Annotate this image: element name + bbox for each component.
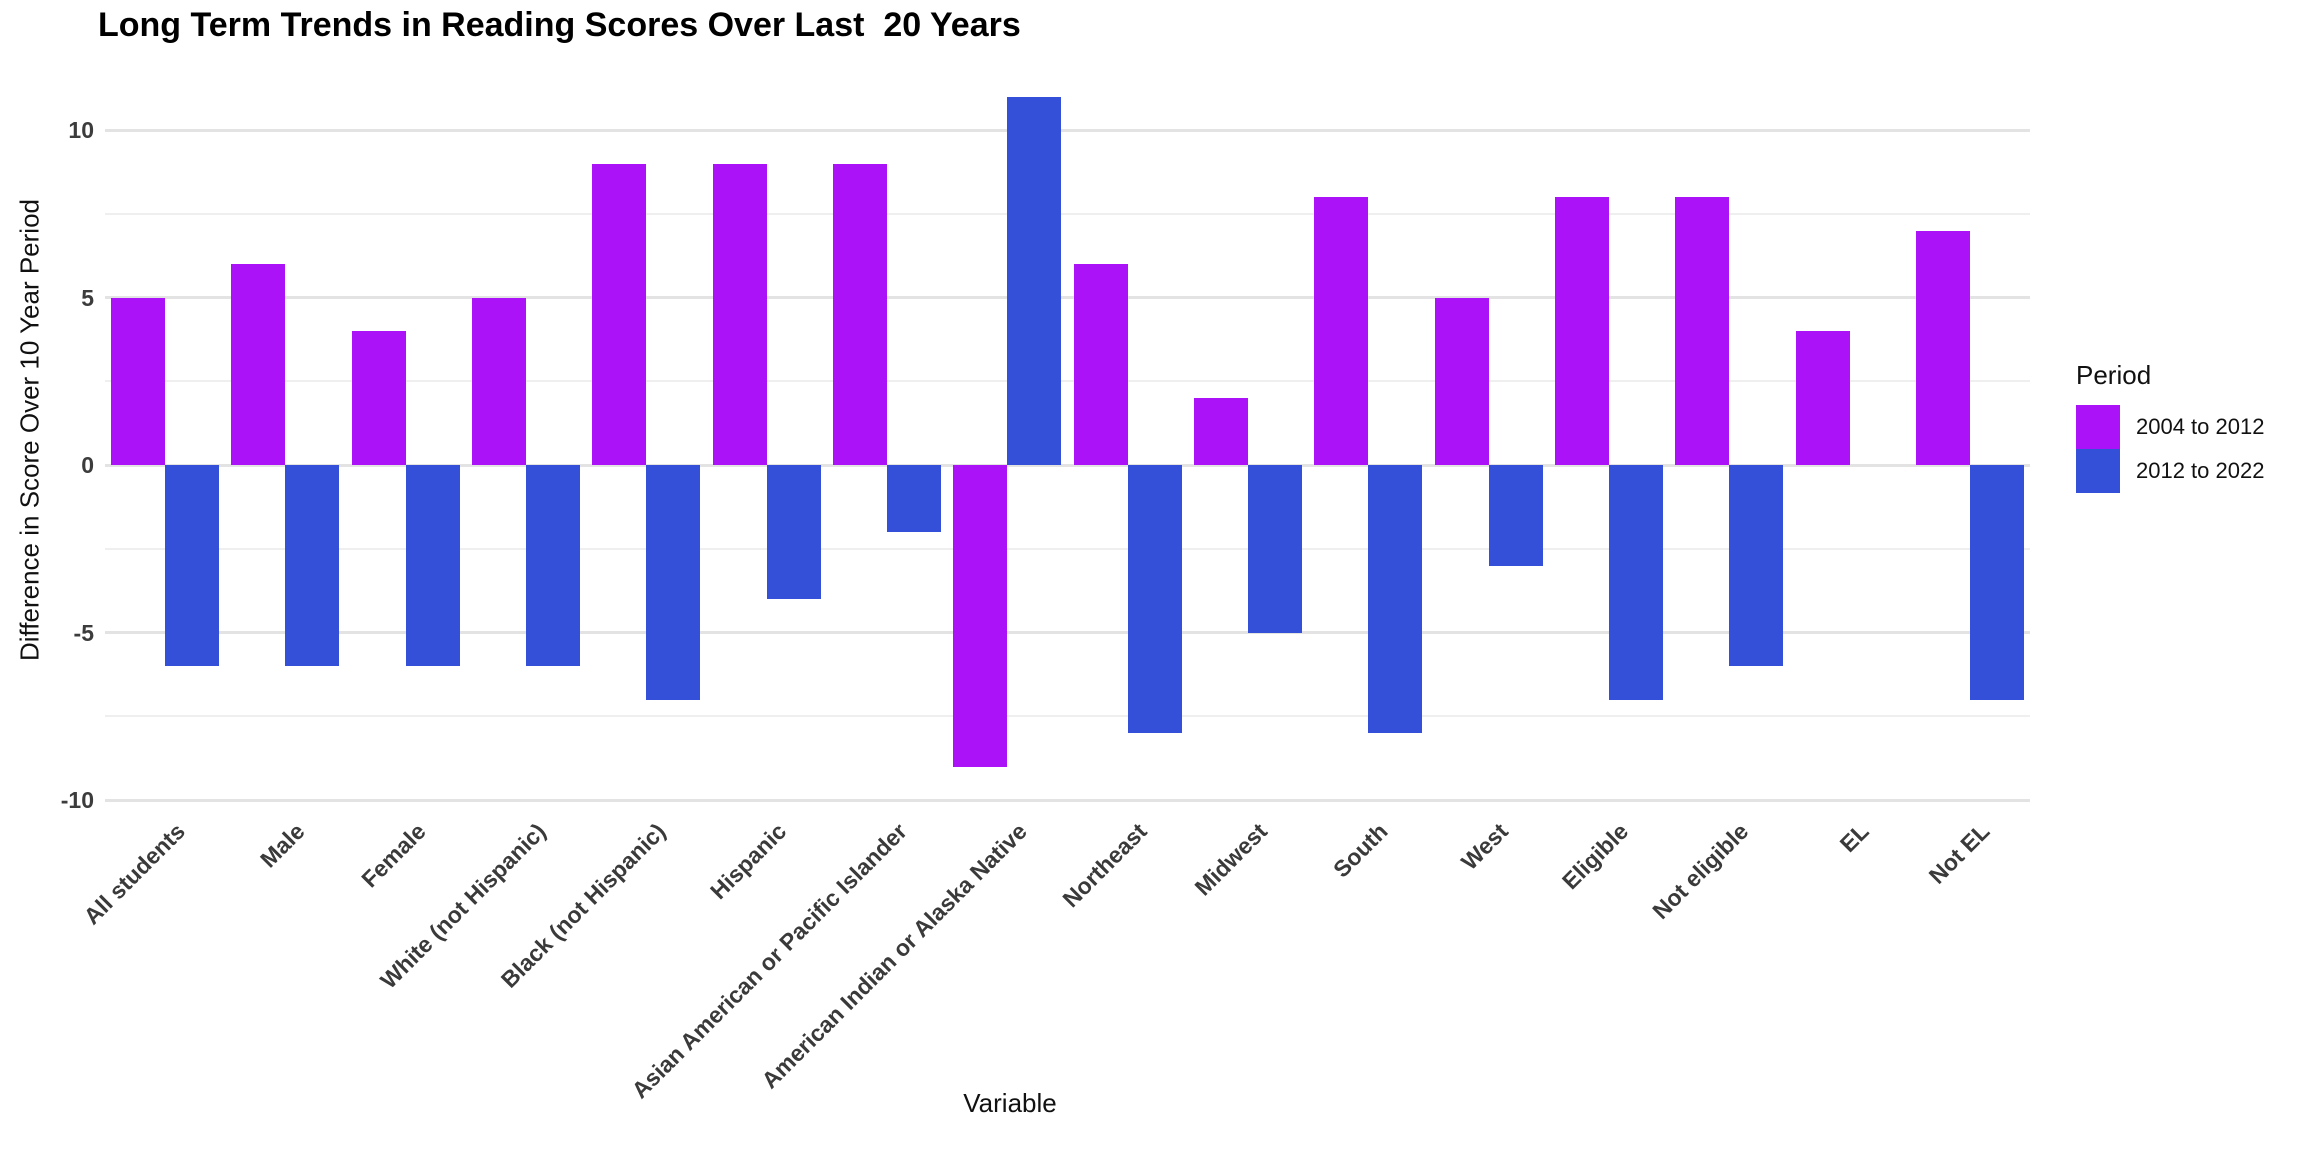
bar-2012-2022 xyxy=(1969,465,2024,700)
bar-2012-2022 xyxy=(405,465,460,666)
bar-2004-2012 xyxy=(592,163,647,465)
legend: Period 2004 to 2012 2012 to 2022 xyxy=(2076,360,2264,493)
legend-swatch-2004-2012 xyxy=(2076,405,2120,449)
gridline-minor xyxy=(105,380,2030,383)
chart-title: Long Term Trends in Reading Scores Over … xyxy=(98,6,1021,44)
x-axis-title: Variable xyxy=(963,1088,1057,1118)
bar-2004-2012 xyxy=(1314,197,1369,465)
plot-area xyxy=(105,96,2030,802)
bar-2012-2022 xyxy=(285,465,340,666)
gridline-minor xyxy=(105,547,2030,550)
bar-2012-2022 xyxy=(165,465,220,666)
bar-2004-2012 xyxy=(1434,297,1489,465)
bar-2012-2022 xyxy=(1488,465,1543,566)
x-tick-label: Not eligible xyxy=(1647,818,1754,925)
legend-label: 2004 to 2012 xyxy=(2136,414,2265,439)
bar-2004-2012 xyxy=(1193,398,1248,465)
bar-2004-2012 xyxy=(231,264,286,465)
x-tick-label: EL xyxy=(1834,818,1874,858)
bar-2004-2012 xyxy=(1795,331,1850,465)
y-tick-label: -10 xyxy=(60,787,94,813)
legend-item: 2004 to 2012 xyxy=(2076,405,2264,449)
gridline-minor xyxy=(105,715,2030,718)
bar-2004-2012 xyxy=(351,331,406,465)
bar-2004-2012 xyxy=(953,465,1008,767)
y-tick-label: 10 xyxy=(68,117,94,143)
legend-swatch-2012-2022 xyxy=(2076,449,2120,493)
x-tick-label: Not EL xyxy=(1923,818,1995,889)
gridline-major xyxy=(105,463,2030,467)
bar-2012-2022 xyxy=(766,465,821,599)
gridline-major xyxy=(105,798,2030,802)
legend-title: Period xyxy=(2076,360,2152,390)
y-axis-title: Difference in Score Over 10 Year Period xyxy=(14,198,45,662)
y-tick-label: -5 xyxy=(73,619,94,646)
x-tick-label: Male xyxy=(255,818,310,873)
bar-2004-2012 xyxy=(833,163,888,465)
bar-2012-2022 xyxy=(1007,96,1062,465)
y-tick-label: 0 xyxy=(81,452,94,478)
bar-2004-2012 xyxy=(712,163,767,465)
x-tick-label: West xyxy=(1456,818,1513,875)
gridline-major xyxy=(105,296,2030,299)
bar-2012-2022 xyxy=(1368,465,1423,733)
y-tick-label: 5 xyxy=(81,284,94,311)
x-tick-label: All students xyxy=(78,818,190,930)
bar-2012-2022 xyxy=(646,465,701,700)
x-tick-label: Hispanic xyxy=(704,818,792,905)
gridline-minor xyxy=(105,212,2030,215)
bar-2012-2022 xyxy=(1729,465,1784,666)
x-tick-label: South xyxy=(1328,818,1393,883)
gridline-major xyxy=(105,128,2030,132)
bar-2004-2012 xyxy=(472,297,527,465)
x-tick-label: Female xyxy=(355,818,431,893)
bar-2004-2012 xyxy=(1073,264,1128,465)
x-tick-label: American Indian or Alaska Native xyxy=(756,818,1032,1094)
bar-2012-2022 xyxy=(1608,465,1663,700)
x-tick-label: Northeast xyxy=(1057,818,1153,913)
bar-2004-2012 xyxy=(1554,197,1609,465)
bar-2012-2022 xyxy=(1127,465,1182,733)
bar-2004-2012 xyxy=(1915,230,1970,465)
x-tick-label: Eligible xyxy=(1557,818,1634,895)
bar-2012-2022 xyxy=(887,465,942,532)
bar-2012-2022 xyxy=(1247,465,1302,633)
bar-2004-2012 xyxy=(111,297,166,465)
gridline-major xyxy=(105,631,2030,634)
x-tick-label: Midwest xyxy=(1189,818,1273,901)
bar-2012-2022 xyxy=(526,465,581,666)
legend-item: 2012 to 2022 xyxy=(2076,449,2264,493)
bar-2004-2012 xyxy=(1675,197,1730,465)
legend-label: 2012 to 2022 xyxy=(2136,458,2265,483)
